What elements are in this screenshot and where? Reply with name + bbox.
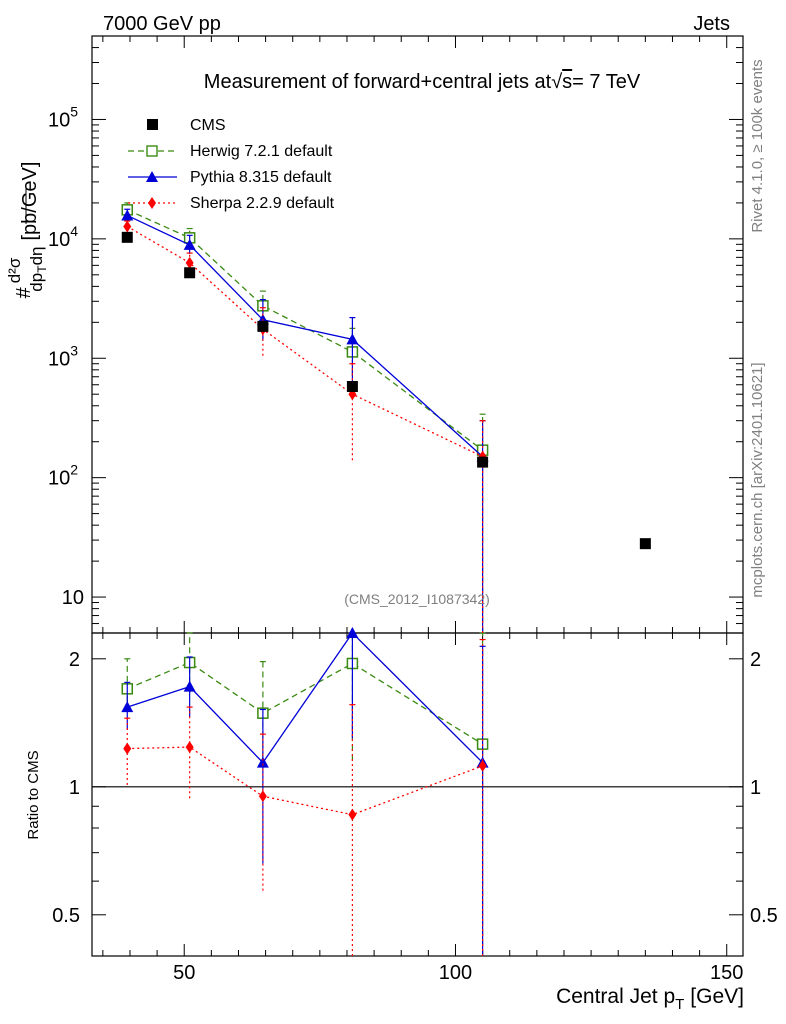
series-ratio-line: [127, 631, 484, 764]
x-tick-label: 50: [173, 962, 195, 984]
series-point: [346, 333, 359, 345]
y-tick-label: 103: [48, 342, 78, 370]
y-label-den-sub: T: [35, 265, 49, 273]
legend: CMS Herwig 7.2.1 default Pythia 8.315 de…: [128, 117, 335, 212]
ratio-plot-frame: [91, 632, 744, 957]
x-axis-label: Central Jet pT [GeV]: [556, 985, 744, 1013]
series-point: [185, 256, 194, 269]
series-ratio-point: [183, 680, 196, 692]
legend-sherpa-marker: [148, 197, 156, 209]
series-ratio-point: [121, 701, 134, 713]
x-label-main: Central Jet p: [556, 985, 675, 1008]
main-axis-ticks: [92, 35, 743, 634]
x-tick-label: 150: [710, 962, 743, 984]
legend-pythia-marker: [146, 171, 158, 182]
header-right-label: Jets: [693, 13, 730, 35]
series-ratio-point: [185, 741, 194, 754]
series-line: [126, 214, 484, 458]
ratio-axis-label: Ratio to CMS: [25, 750, 42, 839]
y-tick-label-exp: 2: [70, 462, 78, 478]
series-0: [121, 202, 489, 956]
title-rest: = 7 TeV: [572, 71, 641, 93]
ratio-tick-label-right: 1: [750, 777, 761, 799]
y-tick-label: 102: [48, 462, 78, 490]
cms-data-point: [257, 320, 269, 332]
series-point: [121, 209, 134, 221]
y-tick-label: 10: [62, 587, 84, 609]
x-tick-label: 100: [439, 962, 472, 984]
series-ratio-line: [127, 746, 483, 816]
x-label-sub: T: [675, 996, 684, 1013]
series-point: [123, 220, 132, 233]
ratio-tick-label-left: 0.5: [52, 905, 80, 927]
series-ratio-point: [256, 756, 269, 768]
legend-cms-marker: [147, 119, 158, 130]
title-sqrt: √: [551, 71, 562, 93]
legend-cms-label: CMS: [190, 117, 226, 134]
cms-data-point: [184, 267, 196, 279]
series-point: [183, 238, 196, 250]
y-tick-label-base: 10: [62, 587, 84, 609]
cms-data-layer: [121, 231, 651, 550]
x-tick-labels: 50 100 150: [173, 962, 743, 984]
series-ratio-point: [346, 627, 359, 638]
title-s: s: [562, 71, 572, 93]
cms-data-point: [346, 381, 358, 393]
y-tick-label: 104: [48, 223, 78, 251]
y-label-den-main: dp: [27, 273, 46, 292]
series-1: [121, 208, 489, 956]
ratio-tick-label-left: 2: [69, 649, 80, 671]
y-tick-label-exp: 5: [70, 103, 78, 119]
y-label-numerator: d²σ: [5, 257, 24, 283]
plot-title: Measurement of forward+central jets at√s…: [204, 71, 641, 93]
legend-herwig-label: Herwig 7.2.1 default: [190, 143, 333, 160]
legend-pythia-label: Pythia 8.315 default: [190, 169, 332, 186]
mc-series-layer: [121, 202, 489, 956]
series-ratio-point: [348, 808, 357, 821]
ratio-tick-labels: 0.5 0.5 1 1 2 2: [52, 649, 778, 927]
series-line: [126, 209, 483, 451]
x-label-unit: [GeV]: [690, 985, 744, 1008]
y-axis-label: # d²σ dpTdη [pb/GeV]: [5, 162, 49, 299]
y-axis-label-text: # d²σ dpTdη [pb/GeV]: [5, 162, 49, 299]
series-ratio-point: [478, 759, 487, 772]
y-tick-label-base: 10: [48, 468, 70, 490]
mcplots-label: mcplots.cern.ch [arXiv:2401.10621]: [749, 362, 766, 597]
y-label-den-tail: dη: [27, 247, 46, 266]
ratio-tick-label-right: 2: [750, 649, 761, 671]
rivet-version-label: Rivet 4.1.0, ≥ 100k events: [749, 59, 766, 232]
y-label-unit: [pb/GeV]: [19, 162, 41, 241]
ratio-tick-label-right: 0.5: [750, 905, 778, 927]
cms-data-point: [639, 538, 651, 550]
ratio-tick-label-left: 1: [69, 777, 80, 799]
y-tick-label-base: 10: [48, 109, 70, 131]
series-ratio-point: [123, 742, 132, 755]
y-label-hash: #: [13, 286, 35, 298]
cms-data-point: [477, 456, 489, 468]
y-tick-label: 105: [48, 103, 78, 131]
series-line: [126, 225, 483, 458]
legend-sherpa-label: Sherpa 2.2.9 default: [190, 195, 335, 212]
y-tick-label-base: 10: [48, 348, 70, 370]
series-ratio-point: [258, 790, 267, 803]
title-main: Measurement of forward+central jets at: [204, 71, 552, 93]
cms-data-point: [121, 231, 133, 243]
y-tick-label-exp: 3: [70, 342, 78, 358]
legend-herwig-marker: [146, 145, 158, 157]
header-left-label: 7000 GeV pp: [103, 13, 221, 35]
y-tick-label-base: 10: [48, 229, 70, 251]
series-ratio-line: [127, 661, 483, 745]
y-tick-label-exp: 4: [70, 223, 78, 239]
series-2: [123, 220, 487, 956]
analysis-id-label: (CMS_2012_I1087342): [344, 591, 490, 607]
